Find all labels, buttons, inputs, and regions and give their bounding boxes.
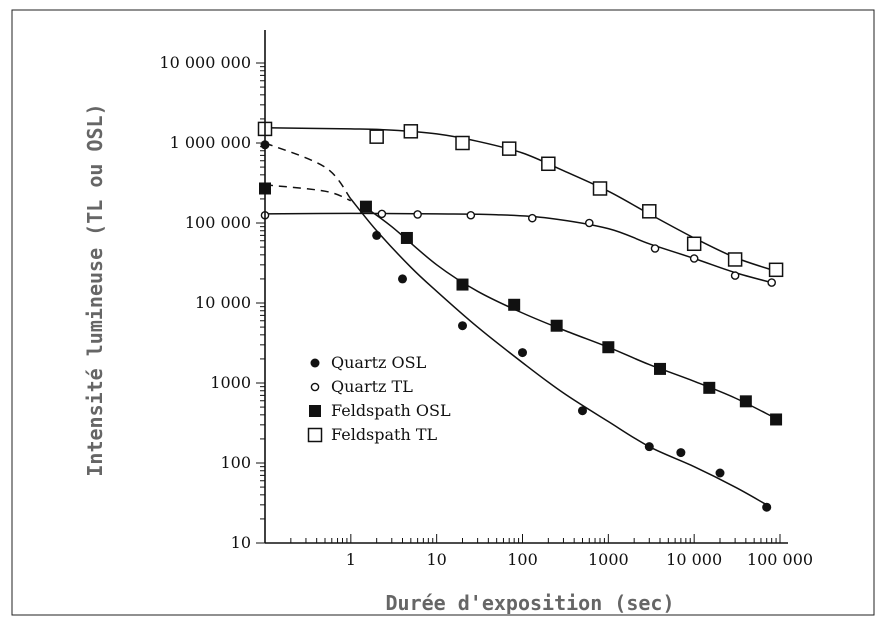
- x-tick-label: 10 000: [666, 550, 722, 569]
- legend-marker-feldspath-tl: [307, 427, 323, 443]
- quartz-osl-point: [398, 274, 408, 284]
- feldspath-osl-point: [770, 413, 783, 426]
- quartz-tl-point: [730, 271, 740, 280]
- quartz-osl-point: [644, 442, 654, 452]
- feldspath-tl-point: [592, 181, 608, 196]
- feldspath-osl-point: [739, 395, 752, 408]
- legend: Quartz OSL Quartz TL Feldspath OSL Feldspat…: [307, 353, 451, 444]
- feldspath-tl-point: [686, 236, 702, 252]
- quartz-osl-point: [676, 448, 686, 458]
- feldspath-osl-point: [456, 278, 469, 291]
- feldspath-osl-point: [400, 231, 413, 244]
- y-axis-title: Intensité lumineuse (TL ou OSL): [83, 103, 107, 476]
- feldspath-tl-point: [541, 156, 556, 172]
- feldspath-osl-point: [703, 381, 716, 394]
- markers-layer: [257, 121, 784, 512]
- quartz-osl-point: [762, 502, 772, 512]
- legend-marker-quartz-osl: [310, 358, 320, 368]
- legend-marker-quartz-tl: [310, 382, 320, 392]
- y-tick-label: 1000: [210, 373, 251, 392]
- feldspath-tl-point: [403, 124, 419, 139]
- feldspath-tl-point: [455, 135, 470, 151]
- quartz-osl-point: [372, 230, 382, 240]
- axes-layer: 10 100 1000 10 000 100 000 1 000 000 10 000 00…: [159, 30, 813, 569]
- x-axis-title: Durée d'exposition (sec): [386, 591, 675, 615]
- feldspath-tl-point: [727, 252, 743, 267]
- feldspath-osl-point: [508, 298, 521, 311]
- feldspath-osl-curve-dashed: [264, 184, 352, 202]
- feldspath-tl-point: [642, 204, 657, 219]
- legend-label-feldspath-tl: Feldspath TL: [331, 425, 438, 444]
- y-tick-label: 10 000 000: [159, 53, 251, 72]
- quartz-osl-point: [715, 468, 725, 478]
- quartz-tl-point: [466, 210, 476, 220]
- quartz-osl-point: [518, 348, 527, 358]
- quartz-osl-curve-dashed: [264, 142, 352, 200]
- feldspath-tl-point: [768, 262, 784, 278]
- quartz-tl-point: [767, 278, 776, 287]
- x-tick-label: 1000: [588, 550, 629, 569]
- quartz-tl-point: [584, 218, 594, 228]
- y-tick-label: 10: [231, 533, 251, 552]
- x-tick-label: 100: [507, 550, 538, 569]
- quartz-osl-point: [458, 321, 468, 331]
- y-tick-label: 100: [220, 453, 251, 472]
- quartz-tl-point: [413, 210, 422, 219]
- x-tick-label: 100 000: [747, 550, 813, 569]
- feldspath-tl-point: [369, 129, 384, 144]
- x-tick-label: 1: [346, 550, 356, 569]
- feldspath-osl-point: [359, 200, 372, 213]
- quartz-osl-point: [577, 406, 587, 416]
- chart-border: [11, 9, 875, 616]
- x-tick-label: 10: [426, 550, 446, 569]
- quartz-osl-curve: [350, 198, 768, 506]
- quartz-tl-point: [689, 254, 699, 263]
- y-tick-label: 100 000: [185, 213, 251, 232]
- quartz-tl-point: [527, 213, 537, 223]
- legend-label-quartz-tl: Quartz TL: [331, 377, 413, 396]
- feldspath-osl-point: [602, 341, 615, 354]
- feldspath-osl-point: [550, 319, 563, 332]
- curves-layer: [264, 127, 777, 506]
- legend-marker-feldspath-osl: [309, 405, 321, 417]
- y-tick-label: 1 000 000: [170, 133, 251, 152]
- y-tick-label: 10 000: [195, 293, 251, 312]
- legend-label-quartz-osl: Quartz OSL: [331, 353, 427, 372]
- feldspath-tl-point: [501, 141, 517, 156]
- quartz-tl-point: [650, 244, 660, 253]
- feldspath-osl-point: [654, 362, 667, 375]
- quartz-tl-point: [377, 209, 387, 219]
- legend-label-feldspath-osl: Feldspath OSL: [331, 401, 451, 420]
